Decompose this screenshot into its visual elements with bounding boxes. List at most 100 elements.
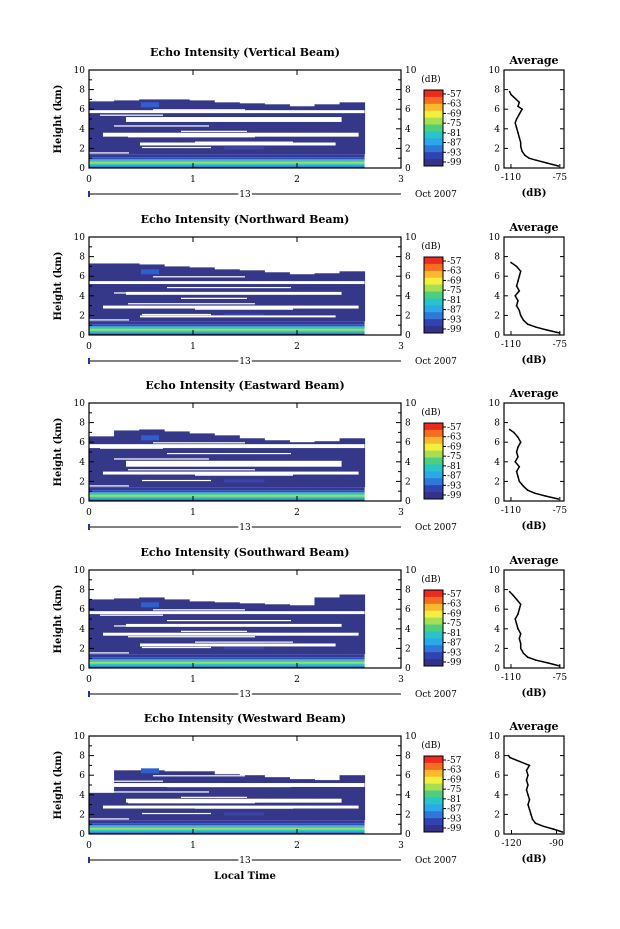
x-tick-label: 3 (398, 675, 404, 685)
y-tick-label: 6 (494, 105, 500, 115)
colorbar-swatch (424, 471, 443, 479)
colorbar-frame (423, 89, 444, 167)
average-point (514, 122, 516, 124)
colorbar-label: -63 (447, 766, 462, 776)
no-echo-gap (100, 114, 163, 116)
no-echo-gap (181, 130, 247, 132)
average-point (526, 656, 529, 659)
no-echo-gap (167, 286, 291, 289)
no-echo-gap (114, 791, 209, 793)
y-tick-label: 8 (494, 419, 500, 429)
y-tick-label: 10 (405, 732, 417, 742)
intensity-layer (89, 823, 365, 826)
intensity-layer (89, 327, 365, 330)
colorbar-label: -99 (447, 158, 462, 168)
y-tick-label: 6 (405, 438, 411, 448)
intensity-layer (89, 826, 365, 829)
average-point (514, 618, 516, 620)
colorbar-swatch (424, 818, 443, 826)
colorbar-swatch (424, 804, 443, 812)
average-point (514, 97, 516, 100)
colorbar-label: -99 (447, 491, 462, 501)
colorbar-swatch (424, 825, 443, 833)
colorbar-swatch (424, 436, 443, 445)
date-label: 13 (239, 190, 251, 200)
colorbar-swatch (424, 645, 443, 653)
average-point (526, 323, 529, 326)
colorbar-label: -93 (447, 148, 462, 158)
average-frame (503, 402, 565, 502)
average-point (557, 498, 560, 500)
colorbar-label: -81 (447, 462, 462, 472)
intensity-layer (89, 329, 365, 331)
no-echo-gap (89, 652, 129, 654)
average-point (509, 756, 511, 759)
average-point (508, 90, 511, 93)
colorbar-swatch (424, 90, 443, 98)
no-echo-gap (195, 141, 293, 143)
colorbar-swatch (424, 103, 443, 112)
colorbar-unit: (dB) (421, 574, 440, 585)
x-tick-label: -75 (553, 173, 568, 183)
colorbar-swatch (424, 131, 443, 139)
intensity-layer (89, 659, 365, 661)
echo-cell (139, 770, 165, 821)
no-echo-gap (100, 281, 163, 283)
heatmap (89, 99, 366, 168)
colorbar: -57-63-69-75-81-87-93-99 (423, 89, 462, 168)
colorbar-swatch (424, 783, 443, 791)
x-tick-label: 2 (294, 841, 300, 851)
average-point (518, 101, 521, 104)
average-point (519, 647, 522, 650)
no-echo-gap (103, 132, 359, 137)
y-tick-label: 4 (494, 458, 500, 468)
colorbar-swatch (424, 638, 443, 646)
y-tick-label: 8 (405, 86, 411, 96)
average-point (515, 127, 518, 129)
average-point (521, 108, 523, 110)
x-tick-label: -75 (553, 506, 568, 516)
y-tick-label: 10 (489, 233, 501, 243)
y-axis-label: Height (km) (53, 418, 64, 487)
no-echo-gap (126, 623, 342, 627)
average-point (527, 803, 529, 806)
average-point (547, 662, 550, 664)
colorbar-swatch (424, 291, 443, 299)
no-echo-gap (153, 775, 245, 777)
average-point (559, 665, 561, 667)
colorbar-label: -87 (447, 805, 462, 815)
y-tick-label: 4 (494, 791, 500, 801)
average-point (518, 309, 521, 312)
no-echo-gap (126, 117, 342, 122)
intensity-layer (89, 663, 365, 666)
y-tick-label: 4 (79, 458, 85, 468)
colorbar-label: -57 (447, 590, 462, 600)
month-label: Oct 2007 (415, 523, 457, 533)
colorbar-label: -63 (447, 100, 462, 110)
y-tick-label: 4 (405, 791, 411, 801)
no-echo-gap (100, 780, 163, 782)
no-echo-gap (153, 276, 245, 278)
echo-cell (114, 770, 140, 821)
x-tick-label: 2 (294, 342, 300, 352)
x-tick-label: 0 (86, 175, 92, 185)
average-point (531, 818, 534, 821)
no-echo-gap (128, 636, 255, 638)
y-tick-label: 6 (79, 272, 85, 282)
colorbar-label: -69 (447, 109, 462, 119)
no-echo-gap (195, 641, 293, 643)
average-title: Average (508, 720, 558, 733)
y-tick-label: 2 (405, 810, 411, 820)
colorbar-frame (423, 755, 444, 833)
average-point (519, 145, 522, 148)
echo-cell (164, 99, 190, 155)
intensity-layer (89, 321, 365, 325)
average-point (525, 789, 528, 791)
average-point (515, 285, 518, 287)
average-point (515, 304, 518, 307)
colorbar-unit: (dB) (421, 74, 440, 85)
y-tick-label: 4 (79, 791, 85, 801)
intensity-layer (89, 165, 365, 168)
average-frame (503, 569, 565, 669)
average-x-label: (dB) (522, 854, 547, 865)
